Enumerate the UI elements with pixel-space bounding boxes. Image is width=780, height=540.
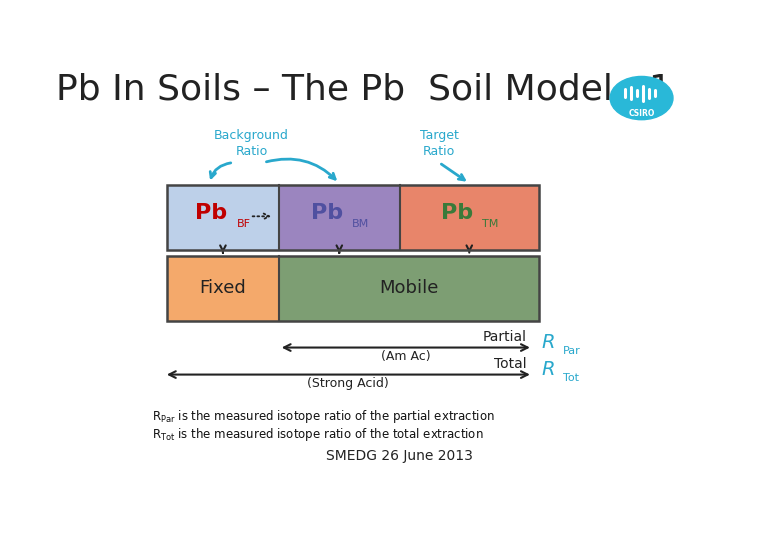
Text: Tot: Tot (563, 373, 579, 383)
Text: BM: BM (352, 219, 369, 229)
Text: Pb: Pb (311, 204, 343, 224)
Text: Total: Total (494, 357, 526, 371)
FancyBboxPatch shape (167, 185, 279, 250)
Text: TM: TM (482, 219, 498, 229)
Text: CSIRO: CSIRO (629, 109, 654, 118)
Text: Mobile: Mobile (379, 279, 438, 298)
Text: Par: Par (563, 346, 581, 356)
Text: (Am Ac): (Am Ac) (381, 349, 431, 363)
Circle shape (610, 77, 673, 120)
Text: Pb In Soils – The Pb  Soil Model - 1: Pb In Soils – The Pb Soil Model - 1 (55, 73, 672, 107)
Text: R$_{\mathrm{Tot}}$ is the measured isotope ratio of the total extraction: R$_{\mathrm{Tot}}$ is the measured isoto… (152, 427, 484, 443)
Text: Pb: Pb (195, 204, 227, 224)
Text: R: R (542, 360, 555, 379)
Text: BF: BF (237, 219, 251, 229)
Text: Background
Ratio: Background Ratio (215, 129, 289, 158)
FancyBboxPatch shape (167, 256, 279, 321)
Text: Pb: Pb (441, 204, 473, 224)
FancyBboxPatch shape (399, 185, 539, 250)
Text: Partial: Partial (483, 330, 526, 344)
Text: (Strong Acid): (Strong Acid) (307, 377, 389, 390)
Text: R$_{\mathrm{Par}}$ is the measured isotope ratio of the partial extraction: R$_{\mathrm{Par}}$ is the measured isoto… (152, 408, 495, 424)
Text: R: R (542, 333, 555, 352)
FancyBboxPatch shape (279, 185, 399, 250)
Text: Fixed: Fixed (200, 279, 246, 298)
FancyBboxPatch shape (279, 256, 539, 321)
Text: Target
Ratio: Target Ratio (420, 129, 459, 158)
Text: SMEDG 26 June 2013: SMEDG 26 June 2013 (326, 449, 473, 463)
